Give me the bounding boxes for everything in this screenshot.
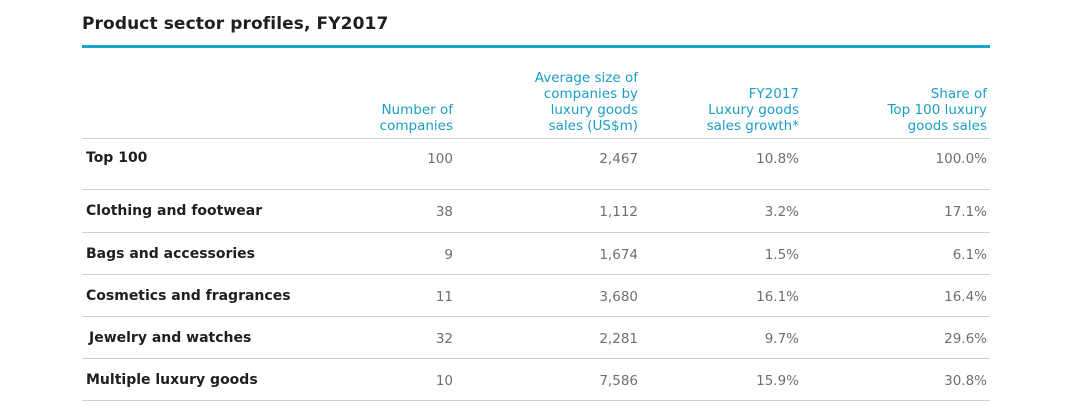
row-divider [82,400,990,401]
page-title: Product sector profiles, FY2017 [82,14,389,34]
cell-growth: 16.1% [756,289,799,305]
cell-growth: 15.9% [756,373,799,389]
row-divider [82,189,990,190]
row-label: Bags and accessories [86,246,256,262]
cell-growth: 1.5% [764,247,799,263]
row-label: Jewelry and watches [89,330,252,346]
cell-growth: 10.8% [756,151,799,167]
row-label: Top 100 [86,150,148,166]
title-rule [82,45,990,48]
header-divider [82,138,990,139]
header-sales-growth: FY2017 Luxury goods sales growth* [670,68,799,134]
cell-share: 16.4% [944,289,987,305]
row-label: Clothing and footwear [86,203,263,219]
cell-share: 29.6% [944,331,987,347]
header-label: Average size of companies by luxury good… [534,70,638,134]
cell-number: 10 [435,373,453,389]
row-divider [82,232,990,233]
header-label: Share of Top 100 luxury goods sales [887,86,987,134]
cell-avg-size: 3,680 [599,289,638,305]
cell-avg-size: 7,586 [599,373,638,389]
cell-avg-size: 1,674 [599,247,638,263]
row-label: Multiple luxury goods [86,372,258,388]
cell-number: 100 [427,151,453,167]
cell-growth: 9.7% [764,331,799,347]
cell-growth: 3.2% [764,204,799,220]
cell-avg-size: 2,281 [599,331,638,347]
cell-number: 11 [435,289,453,305]
row-divider [82,316,990,317]
header-label: FY2017 Luxury goods sales growth* [706,86,799,134]
row-divider [82,358,990,359]
cell-avg-size: 2,467 [599,151,638,167]
header-share: Share of Top 100 luxury goods sales [850,68,987,134]
cell-number: 32 [435,331,453,347]
header-average-size: Average size of companies by luxury good… [500,68,638,134]
cell-share: 100.0% [935,151,987,167]
cell-avg-size: 1,112 [599,204,638,220]
cell-number: 9 [444,247,453,263]
header-label: Number of companies [379,102,453,134]
row-divider [82,274,990,275]
cell-share: 30.8% [944,373,987,389]
cell-number: 38 [435,204,453,220]
cell-share: 6.1% [952,247,987,263]
row-label: Cosmetics and fragrances [86,288,291,304]
cell-share: 17.1% [944,204,987,220]
header-number-of-companies: Number of companies [330,68,453,134]
